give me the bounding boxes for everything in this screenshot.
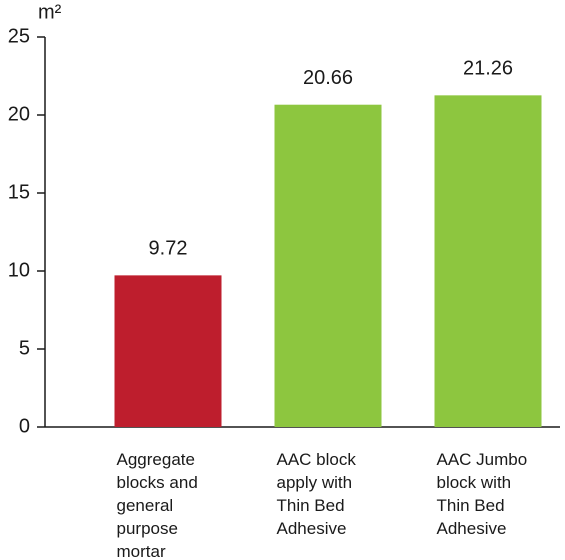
- y-axis-label: m²: [38, 1, 62, 23]
- y-tick-label: 10: [8, 259, 30, 281]
- bar: [434, 95, 542, 428]
- y-tick-label: 5: [19, 337, 30, 359]
- x-tick-label: AAC Jumbo block with Thin Bed Adhesive: [436, 450, 528, 538]
- bar: [274, 104, 382, 427]
- value-label: 20.66: [303, 67, 353, 89]
- y-tick-label: 20: [8, 103, 30, 125]
- value-label: 21.26: [463, 58, 513, 80]
- value-label: 9.72: [149, 238, 188, 260]
- y-tick-label: 0: [19, 415, 30, 437]
- y-tick-label: 25: [8, 25, 30, 47]
- y-tick-label: 15: [8, 181, 30, 203]
- x-tick-label: AAC block apply with Thin Bed Adhesive: [276, 450, 356, 538]
- bar: [114, 275, 222, 427]
- x-tick-label: Aggregate blocks and general purpose mor…: [116, 450, 198, 560]
